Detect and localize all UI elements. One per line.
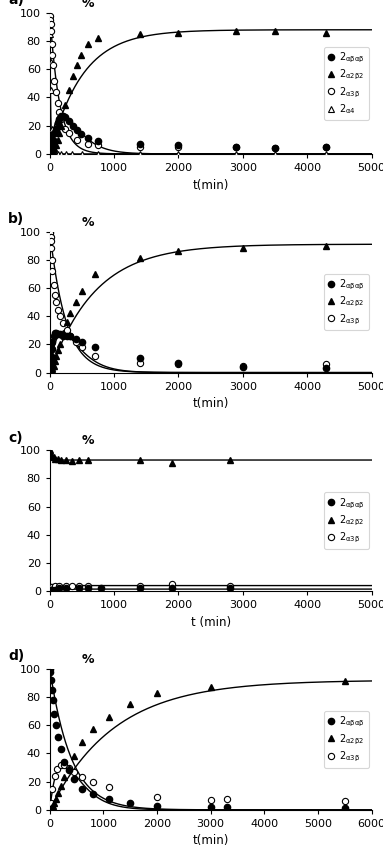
Text: a): a): [8, 0, 24, 7]
X-axis label: t(min): t(min): [193, 397, 229, 411]
Legend: 2$_{\mathregular{\alpha\beta\alpha\beta}}$, 2$_{\mathregular{\alpha2\beta2}}$, 2: 2$_{\mathregular{\alpha\beta\alpha\beta}…: [324, 273, 368, 331]
X-axis label: t(min): t(min): [193, 835, 229, 848]
Text: %: %: [82, 0, 95, 10]
Text: %: %: [82, 653, 95, 666]
Text: c): c): [8, 430, 23, 445]
Text: %: %: [82, 216, 95, 229]
Legend: 2$_{\mathregular{\alpha\beta\alpha\beta}}$, 2$_{\mathregular{\alpha2\beta2}}$, 2: 2$_{\mathregular{\alpha\beta\alpha\beta}…: [324, 711, 368, 768]
Legend: 2$_{\mathregular{\alpha\beta\alpha\beta}}$, 2$_{\mathregular{\alpha2\beta2}}$, 2: 2$_{\mathregular{\alpha\beta\alpha\beta}…: [324, 492, 368, 549]
X-axis label: t(min): t(min): [193, 178, 229, 191]
Text: d): d): [8, 649, 24, 663]
Legend: 2$_{\mathregular{\alpha\beta\alpha\beta}}$, 2$_{\mathregular{\alpha2\beta2}}$, 2: 2$_{\mathregular{\alpha\beta\alpha\beta}…: [324, 46, 368, 120]
Text: b): b): [8, 212, 24, 226]
X-axis label: t (min): t (min): [191, 616, 231, 629]
Text: %: %: [82, 434, 95, 447]
